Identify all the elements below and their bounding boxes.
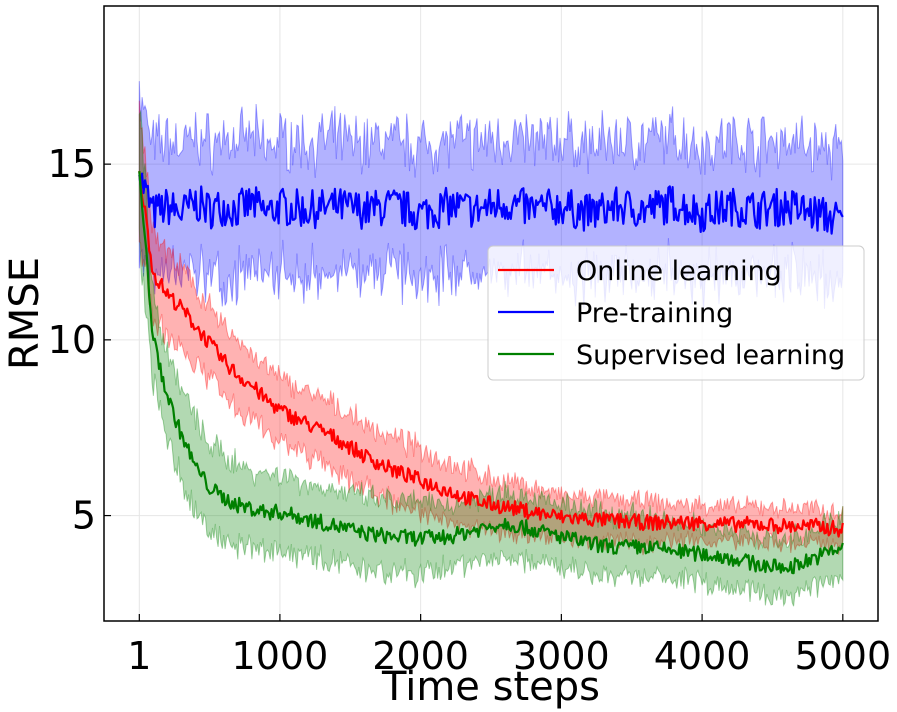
line-supervised-learning [138,171,844,575]
x-tick-label: 1 [127,634,151,678]
y-axis-label: RMSE [2,257,48,370]
x-tick-label: 1000 [232,634,329,678]
x-tick-label: 4000 [654,634,751,678]
x-tick-label: 5000 [794,634,891,678]
legend-box [487,245,865,381]
legend: Online learning Pre-training Supervised le… [487,245,865,381]
series-lines [138,171,844,575]
legend-label: Pre-training [576,298,733,329]
line-online-learning [138,171,844,538]
legend-label: Online learning [576,256,782,287]
x-ticks: 1 1000 2000 3000 4000 5000 [127,614,891,678]
x-axis-label: Time steps [381,664,600,710]
band-online-learning [138,100,844,556]
x-tick-label: 3000 [513,634,610,678]
plot-frame [103,5,879,622]
y-tick-label: 5 [72,494,96,538]
y-tick-label: 10 [48,318,96,362]
y-tick-label: 15 [48,142,96,186]
line-pre-training [138,172,844,235]
legend-label: Supervised learning [576,340,845,371]
y-ticks: 5 10 15 [48,142,111,538]
x-tick-label: 2000 [372,634,469,678]
